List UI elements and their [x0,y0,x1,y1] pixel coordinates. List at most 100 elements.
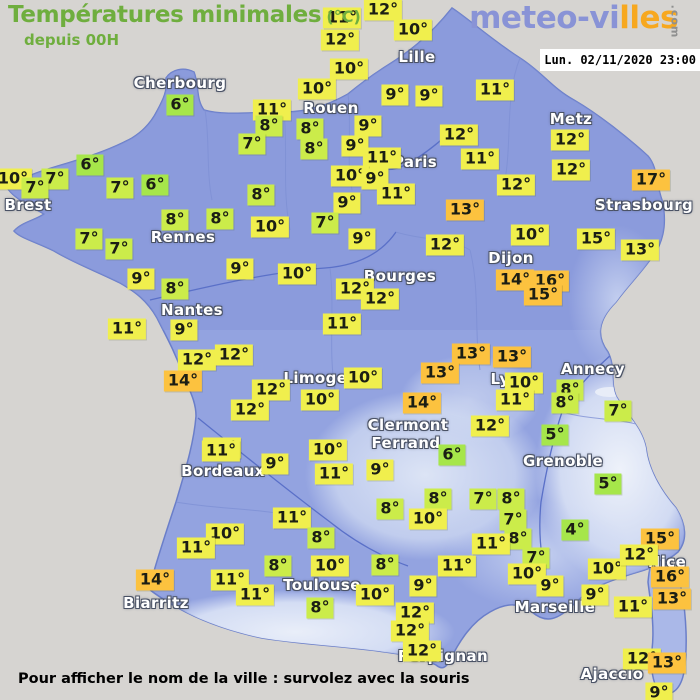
temp-badge[interactable]: 11° [322,7,362,29]
temp-badge[interactable]: 11° [471,533,511,555]
temp-badge[interactable]: 15° [523,284,563,306]
temp-badge[interactable]: 7° [311,212,339,234]
temp-badge[interactable]: 12° [214,344,254,366]
temp-badge[interactable]: 17° [631,169,671,191]
temp-badge[interactable]: 12° [496,174,536,196]
temp-badge[interactable]: 12° [619,544,659,566]
temp-badge[interactable]: 10° [510,224,550,246]
temp-badge[interactable]: 10° [329,58,369,80]
temp-badge[interactable]: 11° [495,389,535,411]
temp-badge[interactable]: 13° [492,346,532,368]
temp-badge[interactable]: 8° [161,278,189,300]
temp-badge[interactable]: 11° [362,147,402,169]
temp-badge[interactable]: 5° [594,473,622,495]
temp-badge[interactable]: 7° [499,509,527,531]
temp-badge[interactable]: 13° [451,343,491,365]
temp-badge[interactable]: 6° [438,444,466,466]
temp-badge[interactable]: 8° [264,555,292,577]
temp-badge[interactable]: 7° [106,177,134,199]
temp-badge[interactable]: 7° [75,228,103,250]
temp-badge[interactable]: 8° [296,118,324,140]
temp-badge[interactable]: 9° [536,575,564,597]
temp-badge[interactable]: 7° [522,547,550,569]
temp-badge[interactable]: 5° [541,424,569,446]
temp-badge[interactable]: 13° [445,199,485,221]
temp-badge[interactable]: 14° [163,370,203,392]
temp-badge[interactable]: 10° [408,508,448,530]
temp-badge[interactable]: 10° [393,19,433,41]
temp-badge[interactable]: 11° [376,183,416,205]
temp-badge[interactable]: 12° [320,29,360,51]
temp-badge[interactable]: 12° [425,234,465,256]
temp-badge[interactable]: 6° [166,94,194,116]
temp-badge[interactable]: 10° [343,367,383,389]
temp-badge[interactable]: 9° [348,228,376,250]
temp-badge[interactable]: 8° [306,597,334,619]
temp-badge[interactable]: 11° [613,596,653,618]
temp-badge[interactable]: 10° [310,555,350,577]
temp-badge[interactable]: 8° [551,392,579,414]
temp-badge[interactable]: 7° [21,177,49,199]
meteo-villes-logo[interactable]: meteo-villes [469,0,678,36]
temp-badge[interactable]: 15° [576,228,616,250]
temp-badge[interactable]: 10° [330,165,370,187]
temp-badge[interactable]: 10° [300,389,340,411]
temp-badge[interactable]: 12° [402,640,442,662]
temp-badge[interactable]: 9° [127,268,155,290]
temp-badge[interactable]: 12° [177,349,217,371]
temp-badge[interactable]: 11° [322,313,362,335]
temp-badge[interactable]: 13° [652,588,692,610]
temp-badge[interactable]: 12° [251,379,291,401]
temp-badge[interactable]: 7° [238,133,266,155]
temp-badge[interactable]: 9° [333,192,361,214]
temp-badge[interactable]: 9° [170,319,198,341]
temp-badge[interactable]: 12° [230,399,270,421]
temp-badge[interactable]: 12° [360,288,400,310]
temp-badge[interactable]: 7° [604,400,632,422]
temp-badge[interactable]: 8° [307,527,335,549]
temp-badge[interactable]: 11° [314,463,354,485]
temp-badge[interactable]: 9° [366,459,394,481]
temp-badge[interactable]: 9° [341,135,369,157]
temp-badge[interactable]: 10° [308,439,348,461]
temp-badge[interactable]: 8° [424,488,452,510]
temp-badge[interactable]: 10° [297,78,337,100]
temp-badge[interactable]: 8° [504,528,532,550]
temp-badge[interactable]: 13° [647,652,687,674]
temp-badge[interactable]: 11° [460,148,500,170]
temp-badge[interactable]: 12° [395,602,435,624]
temp-badge[interactable]: 9° [581,584,609,606]
temp-badge[interactable]: 7° [469,488,497,510]
temp-badge[interactable]: 9° [645,682,673,700]
temp-badge[interactable]: 10° [504,372,544,394]
temp-badge[interactable]: 8° [255,115,283,137]
temp-badge[interactable]: 8° [376,498,404,520]
temp-badge[interactable]: 12° [550,129,590,151]
temp-badge[interactable]: 12° [551,159,591,181]
temp-badge[interactable]: 4° [561,519,589,541]
temp-badge[interactable]: 7° [105,238,133,260]
temp-badge[interactable]: 8° [161,209,189,231]
temp-badge[interactable]: 8° [371,554,399,576]
temp-badge[interactable]: 8° [206,208,234,230]
temp-badge[interactable]: 8° [247,184,275,206]
temp-badge[interactable]: 16° [650,566,690,588]
temp-badge[interactable]: 6° [76,154,104,176]
temp-badge[interactable]: 10° [355,584,395,606]
temp-badge[interactable]: 10° [205,523,245,545]
temp-badge[interactable]: 12° [470,415,510,437]
temp-badge[interactable]: 9° [381,84,409,106]
temp-badge[interactable]: 11° [437,555,477,577]
temp-badge[interactable]: 11° [252,99,292,121]
temp-badge[interactable]: 10° [587,558,627,580]
temp-badge[interactable]: 12° [439,124,479,146]
temp-badge[interactable]: 10° [277,263,317,285]
temp-badge[interactable]: 11° [176,537,216,559]
temp-badge[interactable]: 11° [235,584,275,606]
temp-badge[interactable]: 12° [363,0,403,21]
temp-badge[interactable]: 6° [141,174,169,196]
temp-badge[interactable]: 9° [354,115,382,137]
temp-badge[interactable]: 11° [107,318,147,340]
temp-badge[interactable]: 8° [497,488,525,510]
temp-badge[interactable]: 13° [620,239,660,261]
